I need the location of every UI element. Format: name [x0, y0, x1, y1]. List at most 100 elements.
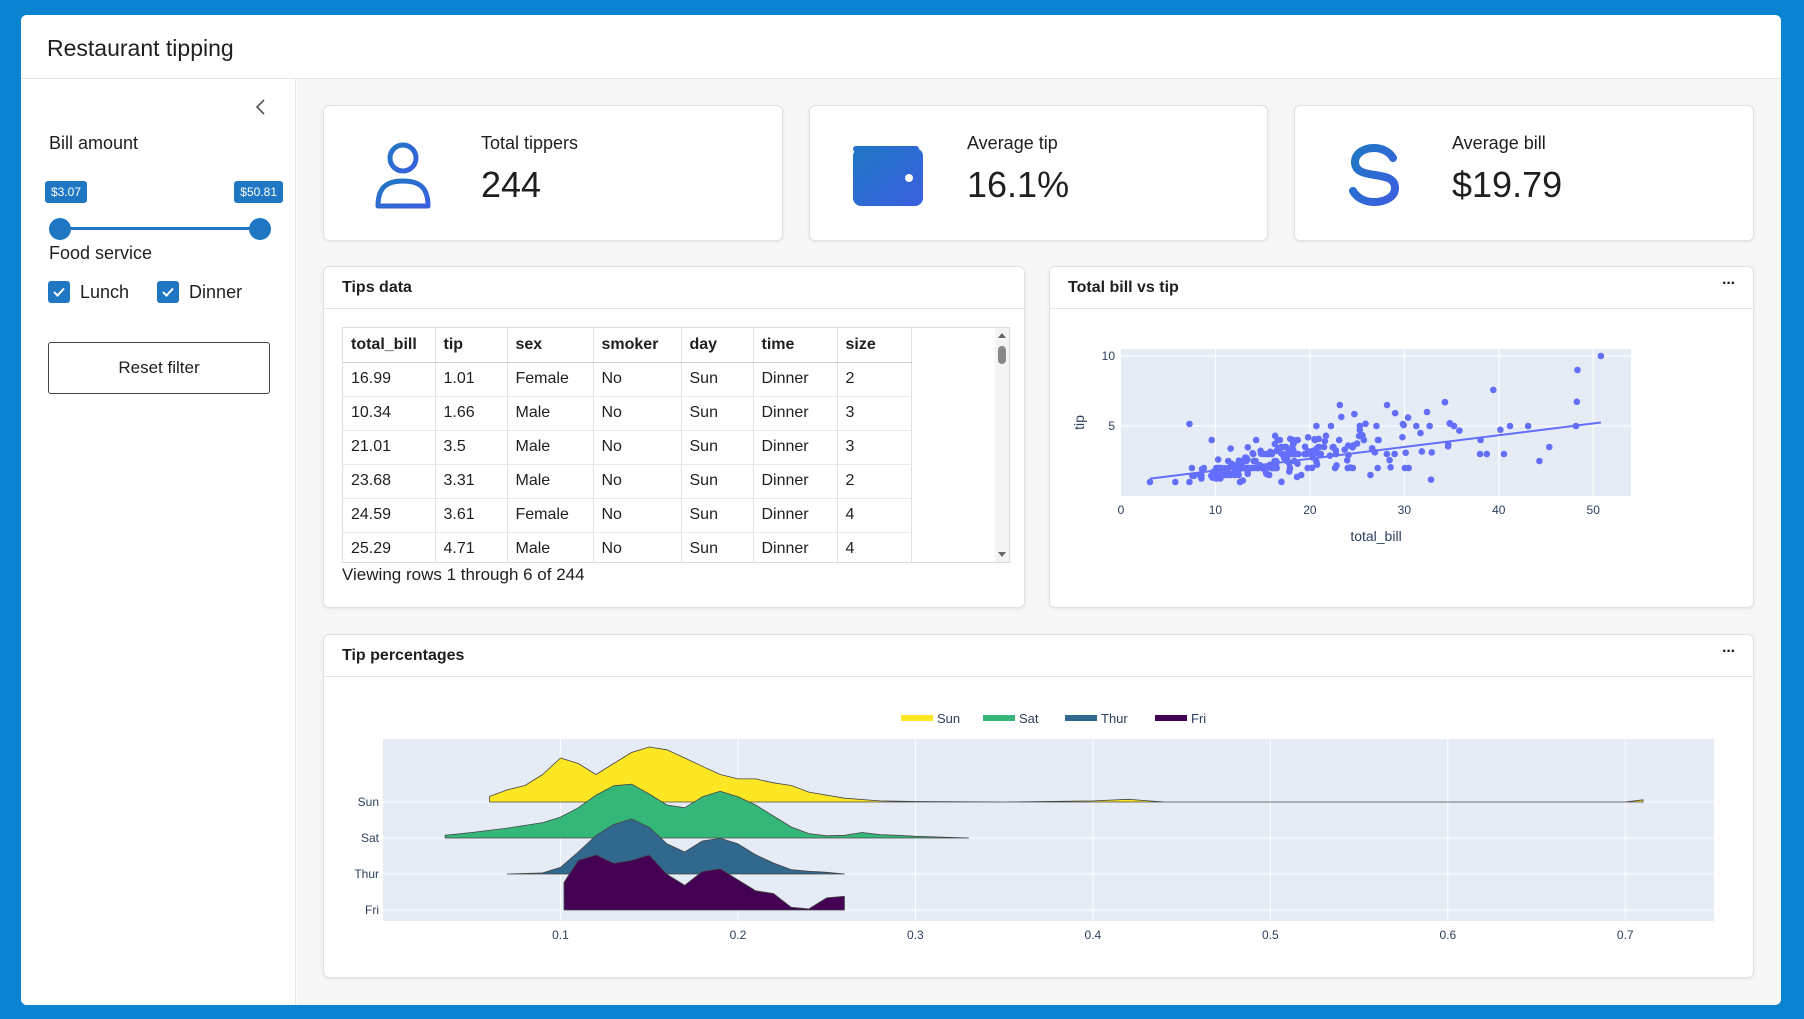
column-header-day[interactable]: day	[681, 328, 754, 363]
column-header-sex[interactable]: sex	[507, 328, 594, 363]
data-point	[1536, 457, 1543, 465]
data-point	[1274, 436, 1281, 444]
wallet-icon	[853, 146, 923, 206]
column-header-total-bill[interactable]: total_bill	[343, 328, 436, 363]
data-point	[1374, 464, 1381, 472]
data-point	[1227, 445, 1234, 452]
x-tick-label: 50	[1587, 503, 1601, 517]
y-tick-label: Sun	[358, 795, 379, 809]
data-point	[1387, 464, 1394, 471]
table-cell: 1.01	[435, 362, 508, 397]
data-point	[1386, 456, 1393, 464]
ridge-sat	[444, 783, 970, 839]
data-point	[1500, 450, 1508, 458]
table-row[interactable]: 24.59 3.61 Female No Sun Dinner 4	[343, 498, 912, 533]
data-point	[1265, 471, 1273, 479]
lunch-checkbox[interactable]	[48, 281, 70, 303]
table-cell: Sun	[681, 532, 754, 562]
data-point	[1336, 401, 1344, 409]
table-cell: 10.34	[343, 396, 436, 431]
x-tick-label: 0.3	[907, 928, 924, 942]
card-header: Tip percentages ···	[324, 635, 1753, 677]
tip-percentages-card: Tip percentages ··· 0.1 0.2 0.3 0.4 0.5 0.6 0.…	[323, 634, 1754, 978]
data-point	[1483, 450, 1491, 458]
dinner-checkbox[interactable]	[157, 281, 180, 303]
data-point	[1252, 436, 1260, 444]
data-point	[1335, 436, 1343, 444]
table-row[interactable]: 21.01 3.5 Male No Sun Dinner 3	[343, 430, 912, 465]
table-row[interactable]: 25.29 4.71 Male No Sun Dinner 4	[343, 532, 912, 562]
table-cell: 1.66	[435, 396, 508, 431]
table-cell: Dinner	[753, 396, 838, 431]
data-point	[1423, 408, 1431, 416]
data-point	[1214, 456, 1222, 463]
data-point	[1383, 401, 1391, 409]
data-point	[1373, 422, 1380, 430]
table-cell: Dinner	[753, 362, 838, 397]
slider-min-handle[interactable]	[49, 218, 71, 240]
scroll-down-icon[interactable]	[997, 550, 1007, 560]
table-cell: 3	[837, 430, 912, 465]
bill-range-slider[interactable]: $3.07 $50.81	[45, 179, 283, 240]
x-tick-label: 30	[1398, 503, 1412, 517]
column-header-smoker[interactable]: smoker	[593, 328, 682, 363]
column-header-size[interactable]: size	[837, 328, 912, 363]
collapse-sidebar-button[interactable]	[249, 95, 273, 119]
row-count-text: Viewing rows 1 through 6 of 244	[342, 565, 585, 584]
check-icon	[162, 287, 174, 297]
top-bar: Restaurant tipping	[21, 15, 1781, 79]
table-cell: Sun	[681, 498, 754, 533]
legend-swatch	[1155, 715, 1187, 721]
table-cell: 3.5	[435, 430, 508, 465]
column-header-time[interactable]: time	[753, 328, 838, 363]
table-row[interactable]: 16.99 1.01 Female No Sun Dinner 2	[343, 362, 912, 397]
y-tick-label: 5	[1108, 419, 1115, 433]
value-box-total-tippers: Total tippers 244	[323, 105, 783, 241]
tips-table: total_bill tip sex smoker day time size 16.99 1…	[343, 328, 912, 562]
slider-max-handle[interactable]	[249, 218, 271, 240]
data-point	[1311, 436, 1319, 444]
value-box-value: $19.79	[1452, 164, 1563, 205]
grid-scrollbar[interactable]	[995, 328, 1009, 562]
data-point	[1506, 422, 1514, 430]
table-cell: 4	[837, 498, 912, 533]
table-cell: Female	[507, 498, 594, 533]
legend-swatch	[901, 715, 933, 721]
data-point	[1283, 450, 1290, 458]
table-cell: Sun	[681, 396, 754, 431]
data-point	[1456, 427, 1463, 434]
scroll-thumb[interactable]	[998, 346, 1006, 364]
table-cell: Dinner	[753, 498, 838, 533]
data-point	[1362, 420, 1369, 428]
table-row[interactable]: 10.34 1.66 Male No Sun Dinner 3	[343, 396, 912, 431]
value-box-value: 244	[481, 164, 542, 205]
reset-filter-button[interactable]: Reset filter	[48, 342, 270, 394]
more-options-button[interactable]: ···	[1722, 275, 1736, 292]
data-point	[1427, 476, 1435, 483]
data-point	[1301, 450, 1308, 458]
table-cell: 24.59	[343, 498, 436, 533]
table-row[interactable]: 23.68 3.31 Male No Sun Dinner 2	[343, 464, 912, 499]
data-point	[1418, 448, 1426, 455]
data-point	[1367, 471, 1374, 479]
data-point	[1413, 422, 1420, 430]
table-cell: Male	[507, 532, 594, 562]
data-point	[1399, 433, 1406, 441]
table-cell: No	[593, 362, 682, 397]
tips-data-grid[interactable]: total_bill tip sex smoker day time size 16.99 1…	[342, 327, 1010, 563]
data-point	[1236, 478, 1244, 486]
scroll-up-icon[interactable]	[997, 330, 1007, 340]
data-point	[1243, 454, 1250, 462]
legend-swatch	[983, 715, 1015, 721]
column-header-tip[interactable]: tip	[435, 328, 508, 363]
data-point	[1476, 450, 1484, 458]
card-title: Total bill vs tip	[1068, 279, 1179, 296]
app-window: Restaurant tipping Bill amount $3.07 $50…	[21, 15, 1781, 1005]
card-header: Total bill vs tip ···	[1050, 267, 1753, 309]
data-point	[1329, 443, 1337, 451]
table-cell: Male	[507, 464, 594, 499]
more-options-button[interactable]: ···	[1722, 643, 1736, 660]
data-point	[1278, 478, 1285, 486]
data-point	[1356, 422, 1364, 430]
chevron-left-icon	[255, 99, 265, 115]
